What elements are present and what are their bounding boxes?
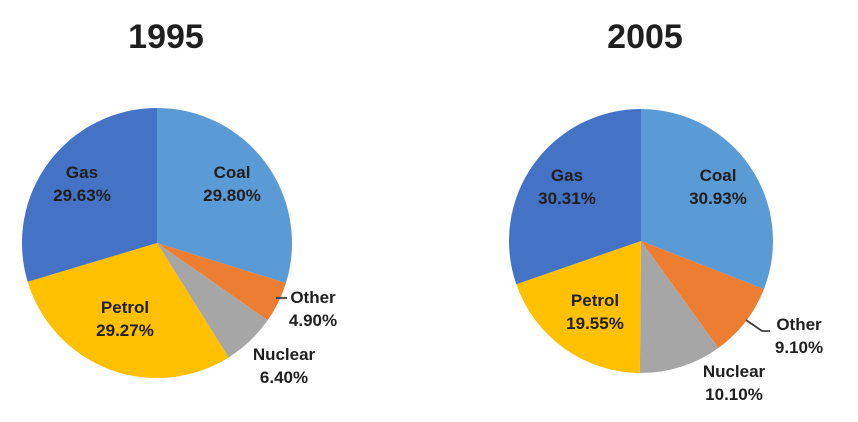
slice-label-nuclear: Nuclear 10.10%: [703, 362, 766, 404]
slice-label-value: 4.90%: [289, 311, 337, 330]
pie-slice-coal: [641, 109, 773, 290]
slice-label-coal: Coal 29.80%: [203, 163, 261, 205]
slice-label-value: 30.31%: [538, 189, 596, 208]
pie-slice-gas: [509, 109, 641, 285]
slice-label-value: 19.55%: [566, 314, 624, 333]
slice-label-other: Other 9.10%: [775, 315, 823, 357]
pie-slice-other: [641, 241, 764, 348]
slice-label-name: Petrol: [571, 291, 619, 310]
pie-slice-nuclear: [157, 243, 268, 358]
slice-label-name: Coal: [700, 166, 737, 185]
slice-label-value: 29.27%: [96, 321, 154, 340]
pie-slice-coal: [157, 108, 293, 284]
slice-label-coal: Coal 30.93%: [689, 166, 747, 208]
slice-label-value: 29.63%: [53, 186, 111, 205]
slice-label-name: Coal: [214, 163, 251, 182]
pie-slice-petrol: [27, 243, 229, 379]
slice-label-petrol: Petrol 29.27%: [96, 298, 154, 340]
slice-label-name: Other: [290, 288, 336, 307]
leader-line-other: [745, 319, 770, 332]
pie-slice-petrol: [516, 241, 641, 373]
slice-label-name: Petrol: [101, 298, 149, 317]
slice-label-name: Gas: [551, 166, 583, 185]
pie-svg: Coal 30.93% Other 9.10% Nuclear 10.10% Petrol 1…: [509, 109, 823, 404]
chart-title: 1995: [128, 18, 204, 56]
slice-label-petrol: Petrol 19.55%: [566, 291, 624, 333]
slice-label-value: 30.93%: [689, 189, 747, 208]
slice-label-other: Other 4.90%: [289, 288, 337, 330]
slice-label-name: Other: [776, 315, 822, 334]
slice-label-gas: Gas 30.31%: [538, 166, 596, 208]
pie-svg: Coal 29.80% Other 4.90% Nuclear 6.40% Petrol 29…: [21, 108, 337, 387]
slice-label-value: 6.40%: [260, 368, 308, 387]
slice-label-value: 29.80%: [203, 186, 261, 205]
pie-chart-1995: 1995 Coal 29.80% Other 4.90% Nuclear 6.40% Pet…: [21, 18, 337, 387]
pie-chart-2005: 2005 Coal 30.93% Other 9.10% Nuclear 10.10% Pe…: [429, 0, 858, 422]
slice-label-name: Nuclear: [703, 362, 766, 381]
slice-label-name: Nuclear: [253, 345, 316, 364]
pie-slice-nuclear: [639, 241, 719, 374]
chart-title: 2005: [607, 18, 683, 56]
slice-label-value: 10.10%: [705, 385, 763, 404]
slice-label-name: Gas: [66, 163, 98, 182]
slice-label-value: 9.10%: [775, 338, 823, 357]
pie-slice-other: [157, 243, 286, 321]
slice-label-nuclear: Nuclear 6.40%: [253, 345, 316, 387]
slice-label-gas: Gas 29.63%: [53, 163, 111, 205]
pie-slice-gas: [21, 108, 157, 282]
